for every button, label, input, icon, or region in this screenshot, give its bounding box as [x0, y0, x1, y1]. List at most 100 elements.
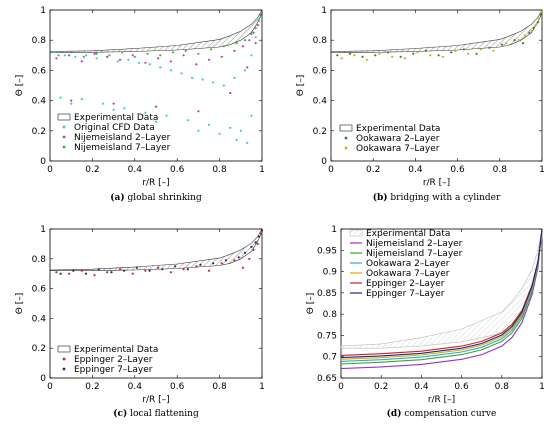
data-point [513, 39, 516, 42]
data-point [154, 105, 158, 108]
y-axis-label: Θ [–] [306, 293, 316, 314]
data-point [220, 262, 223, 265]
data-point [70, 102, 73, 105]
data-point [429, 54, 432, 57]
y-tick-label: 0.4 [32, 97, 47, 107]
panel-caption-text: bridging with a cylinder [388, 193, 501, 203]
data-point [528, 31, 531, 34]
data-point [197, 110, 200, 113]
y-tick-label: 0.2 [32, 127, 46, 137]
data-point [135, 266, 138, 269]
data-point [252, 31, 255, 34]
x-tick-label: 0 [47, 165, 53, 175]
data-point [144, 111, 147, 114]
y-tick-label: 0.2 [32, 344, 46, 354]
plot-frame [49, 228, 263, 379]
data-point [84, 272, 88, 275]
data-point [186, 119, 189, 122]
y-tick-label: 0.85 [317, 289, 337, 299]
data-point [534, 24, 537, 27]
data-point [154, 120, 158, 123]
data-point [246, 66, 249, 69]
legend-label: Experimental Data [366, 229, 450, 239]
series-0 [340, 228, 543, 370]
panel-caption-text: global shrinking [125, 193, 202, 203]
experimental-band [330, 9, 543, 53]
data-point [233, 76, 236, 79]
data-point [57, 54, 60, 57]
data-point [391, 55, 394, 58]
legend-swatch [62, 145, 66, 149]
data-point [157, 57, 160, 60]
x-tick-label: 0.4 [128, 165, 143, 175]
data-point [68, 54, 71, 57]
y-tick-label: 0.4 [32, 314, 47, 324]
data-point [161, 268, 164, 271]
data-point [233, 49, 236, 52]
data-point [70, 99, 73, 102]
data-point [254, 241, 257, 244]
data-point [184, 49, 187, 52]
x-tick-label: 0.4 [414, 382, 429, 392]
data-point [378, 52, 381, 55]
x-tick-label: 0.2 [366, 165, 380, 175]
panel-caption: (b) bridging with a cylinder [373, 192, 501, 203]
plot-frame [49, 9, 263, 162]
data-point [241, 45, 244, 48]
y-tick-label: 0.2 [313, 127, 327, 137]
series-2 [57, 11, 264, 58]
legend-label: Experimental Data [74, 113, 158, 123]
data-point [258, 13, 261, 16]
data-point [235, 42, 238, 45]
data-point [250, 33, 253, 36]
data-point [336, 54, 339, 57]
data-point [222, 45, 225, 48]
data-point [59, 96, 62, 99]
data-point [532, 27, 535, 30]
data-point [110, 271, 113, 274]
data-point [112, 108, 115, 111]
data-point [521, 42, 525, 45]
data-point [195, 265, 198, 268]
x-axis-label: r/R [–] [142, 395, 169, 405]
data-point [374, 54, 377, 57]
data-point [462, 48, 465, 51]
data-point [68, 272, 71, 275]
data-point [157, 266, 160, 269]
series-line [340, 228, 543, 359]
data-point [246, 141, 249, 144]
legend-swatch [344, 136, 348, 140]
legend-swatch [349, 229, 363, 237]
data-point [386, 51, 390, 54]
data-point [95, 52, 98, 55]
data-point [479, 48, 482, 51]
data-point [159, 54, 162, 57]
data-point [540, 10, 544, 13]
y-tick-label: 0.8 [32, 255, 47, 265]
legend-label: Nijemeisland 7–Layer [366, 249, 463, 259]
data-point [250, 54, 253, 57]
data-point [118, 268, 122, 271]
data-point [93, 274, 96, 277]
data-point [258, 16, 261, 19]
x-tick-label: 0.4 [128, 382, 143, 392]
data-point [182, 54, 185, 57]
legend-label: Experimental Data [356, 124, 440, 134]
x-tick-label: 0.8 [212, 382, 227, 392]
legend-swatch [62, 367, 66, 371]
data-point [256, 242, 259, 245]
data-point [190, 76, 194, 79]
data-point [84, 54, 88, 57]
y-tick-label: 0 [321, 157, 327, 167]
data-point [199, 263, 202, 266]
x-axis-label: r/R [–] [428, 395, 455, 405]
data-point [97, 268, 100, 271]
x-tick-label: 0.6 [454, 382, 469, 392]
data-point [118, 58, 122, 61]
data-point [123, 269, 126, 272]
x-tick-label: 1 [539, 165, 545, 175]
data-point [174, 265, 177, 268]
series-5 [340, 228, 543, 359]
y-tick-label: 0.65 [317, 374, 337, 384]
